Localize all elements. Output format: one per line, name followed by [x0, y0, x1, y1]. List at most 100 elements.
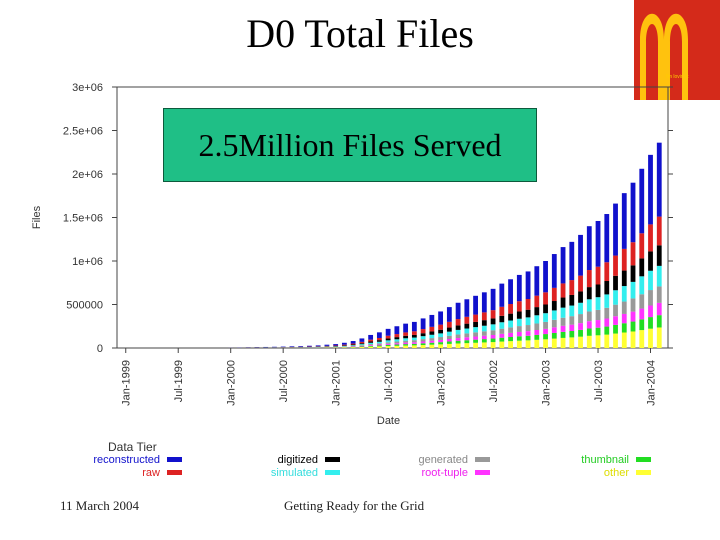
bar-digitized-2002-05 — [473, 321, 478, 328]
bar-root-tuple-2003-06 — [586, 321, 592, 329]
legend-swatch — [325, 457, 340, 462]
y-tick-label: 3e+06 — [72, 82, 103, 94]
bar-thumbnail-2002-01 — [438, 342, 444, 345]
bar-digitized-2001-06 — [376, 340, 382, 342]
bar-other-2002-12 — [534, 339, 540, 348]
legend-item-reconstructed: reconstructed — [22, 453, 182, 467]
bar-digitized-2002-01 — [438, 329, 444, 334]
y-tick-label: 2e+06 — [72, 169, 103, 181]
bar-generated-2002-08 — [499, 328, 505, 334]
bar-thumbnail-2003-12 — [639, 319, 645, 331]
bar-simulated-2001-07 — [385, 340, 391, 343]
bar-generated-2002-12 — [534, 323, 540, 331]
bar-other-2002-02 — [446, 343, 452, 348]
legend-swatch — [475, 457, 490, 462]
legend-label: other — [603, 467, 629, 479]
bar-simulated-2001-04 — [359, 344, 365, 346]
bar-root-tuple-2003-10 — [621, 313, 627, 324]
bar-reconstructed-2001-08 — [394, 326, 400, 335]
bar-reconstructed-2003-09 — [613, 203, 618, 256]
legend-item-raw: raw — [22, 466, 182, 480]
bar-root-tuple-2001-09 — [403, 342, 409, 345]
bar-thumbnail-2002-10 — [516, 336, 522, 341]
bar-digitized-2003-06 — [586, 287, 592, 300]
bar-other-2004-01 — [648, 328, 653, 348]
bar-simulated-2001-05 — [368, 342, 374, 345]
bar-other-2003-01 — [543, 339, 548, 348]
bar-other-2001-08 — [394, 345, 400, 348]
bar-other-2002-07 — [490, 342, 496, 348]
bar-reconstructed-2001-04 — [359, 338, 365, 342]
bar-thumbnail-2001-11 — [420, 343, 426, 346]
bar-root-tuple-2003-09 — [613, 316, 618, 325]
y-tick-label: 2.5e+06 — [63, 126, 103, 138]
bar-raw-2003-11 — [630, 242, 636, 266]
bar-digitized-2003-08 — [604, 281, 610, 295]
bar-reconstructed-2001-06 — [376, 332, 382, 338]
bar-thumbnail-2002-03 — [455, 340, 461, 344]
bar-thumbnail-2004-02 — [656, 315, 662, 328]
bar-digitized-2003-07 — [595, 284, 601, 298]
bar-simulated-2003-04 — [569, 305, 575, 317]
bar-root-tuple-2002-04 — [464, 337, 470, 341]
x-tick-label: Jan-2003 — [541, 360, 553, 406]
x-tick-label: Jan-2002 — [436, 360, 448, 406]
bar-simulated-2004-01 — [648, 270, 653, 291]
bar-raw-2002-04 — [464, 316, 470, 324]
golden-arches-icon — [640, 13, 688, 100]
legend-item-generated: generated — [330, 453, 490, 467]
bar-simulated-2003-05 — [578, 302, 583, 315]
bar-simulated-2002-07 — [490, 324, 496, 331]
bar-generated-2002-03 — [455, 334, 461, 339]
bar-generated-2001-09 — [403, 340, 409, 343]
bar-raw-2002-02 — [446, 321, 452, 328]
legend-label: root-tuple — [421, 467, 468, 479]
bar-thumbnail-2002-11 — [525, 335, 531, 341]
bar-digitized-2001-02 — [341, 345, 347, 346]
bar-raw-2001-02 — [341, 344, 347, 346]
logo-caption: I'm lovin' it — [665, 74, 689, 80]
bar-digitized-2002-08 — [499, 315, 505, 323]
slide-title: D0 Total Files — [246, 11, 474, 56]
bar-reconstructed-2003-02 — [551, 254, 557, 288]
y-tick-label: 0 — [97, 343, 103, 355]
bar-other-2003-07 — [595, 335, 601, 348]
bar-reconstructed-2000-07 — [280, 346, 286, 348]
bar-generated-2003-01 — [543, 321, 548, 329]
bar-raw-2001-04 — [359, 341, 365, 344]
bar-reconstructed-2000-11 — [315, 345, 321, 347]
bar-generated-2002-04 — [464, 333, 470, 338]
bar-simulated-2003-02 — [551, 310, 557, 320]
bar-other-2002-01 — [438, 344, 444, 348]
bar-raw-2001-01 — [333, 345, 339, 347]
bar-other-2001-06 — [376, 346, 382, 348]
bar-other-2002-10 — [516, 340, 522, 348]
bar-reconstructed-2001-10 — [411, 321, 417, 332]
bar-reconstructed-2003-08 — [604, 214, 610, 263]
bar-other-2003-11 — [630, 331, 636, 348]
bar-reconstructed-2002-07 — [490, 288, 496, 311]
bar-digitized-2002-10 — [516, 311, 522, 319]
bar-reconstructed-2003-12 — [639, 168, 645, 234]
bar-thumbnail-2004-01 — [648, 317, 653, 329]
bar-reconstructed-2004-01 — [648, 154, 653, 225]
legend-item-simulated: simulated — [180, 466, 340, 480]
bar-generated-2001-12 — [429, 338, 435, 341]
bar-simulated-2001-12 — [429, 334, 435, 339]
bar-raw-2003-01 — [543, 292, 548, 305]
bar-thumbnail-2003-05 — [578, 329, 583, 337]
bar-generated-2001-07 — [385, 342, 391, 344]
legend-item-thumbnail: thumbnail — [491, 453, 651, 467]
bar-raw-2002-10 — [516, 301, 522, 312]
bar-digitized-2002-04 — [464, 323, 470, 329]
bar-raw-2001-06 — [376, 337, 382, 341]
bar-raw-2004-02 — [656, 216, 662, 246]
bar-simulated-2003-06 — [586, 299, 592, 312]
bar-thumbnail-2001-08 — [394, 344, 400, 346]
bar-simulated-2001-11 — [420, 336, 426, 340]
bar-root-tuple-2003-12 — [639, 308, 645, 320]
bar-reconstructed-2003-05 — [578, 234, 583, 276]
bar-raw-2002-05 — [473, 314, 478, 322]
bar-generated-2003-11 — [630, 298, 636, 312]
bar-digitized-2003-11 — [630, 265, 636, 282]
